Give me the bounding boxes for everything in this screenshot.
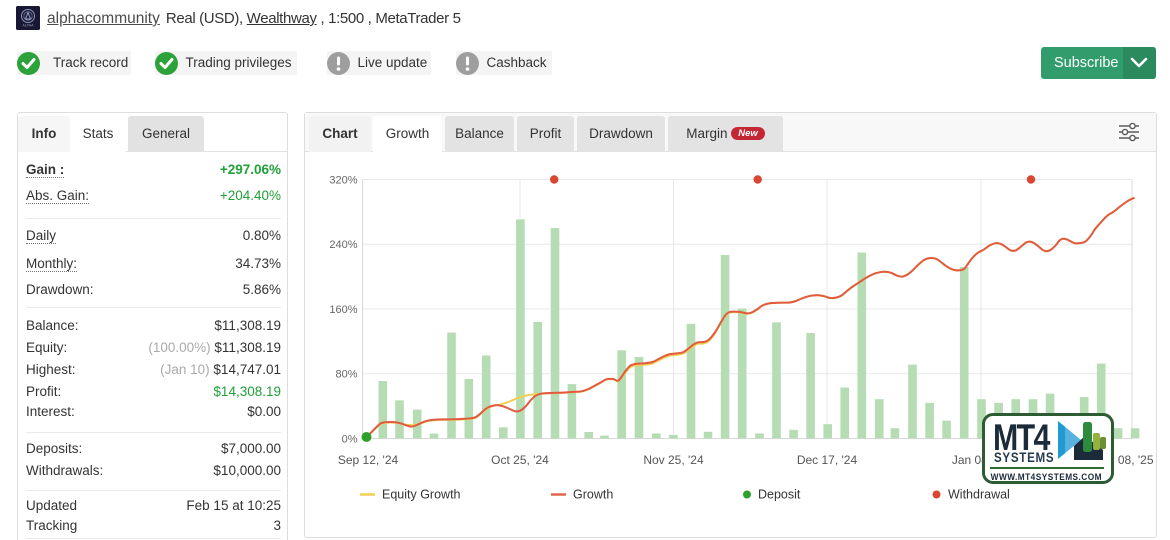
- svg-text:Withdrawal: Withdrawal: [948, 488, 1010, 502]
- svg-text:Oct 25, '24: Oct 25, '24: [491, 453, 549, 467]
- svg-text:Nov 25, '24: Nov 25, '24: [643, 453, 704, 467]
- svg-text:Dec 17, '24: Dec 17, '24: [797, 453, 858, 467]
- svg-text:Equity Growth: Equity Growth: [382, 488, 461, 502]
- svg-text:0%: 0%: [342, 434, 358, 446]
- svg-text:Growth: Growth: [573, 488, 613, 502]
- svg-text:Sep 12, '24: Sep 12, '24: [338, 453, 399, 467]
- svg-text:240%: 240%: [329, 239, 357, 251]
- svg-text:320%: 320%: [329, 175, 357, 187]
- svg-text:80%: 80%: [335, 369, 357, 381]
- svg-text:160%: 160%: [329, 304, 357, 316]
- svg-text:Deposit: Deposit: [758, 488, 801, 502]
- svg-text:ALPHA: ALPHA: [22, 24, 34, 28]
